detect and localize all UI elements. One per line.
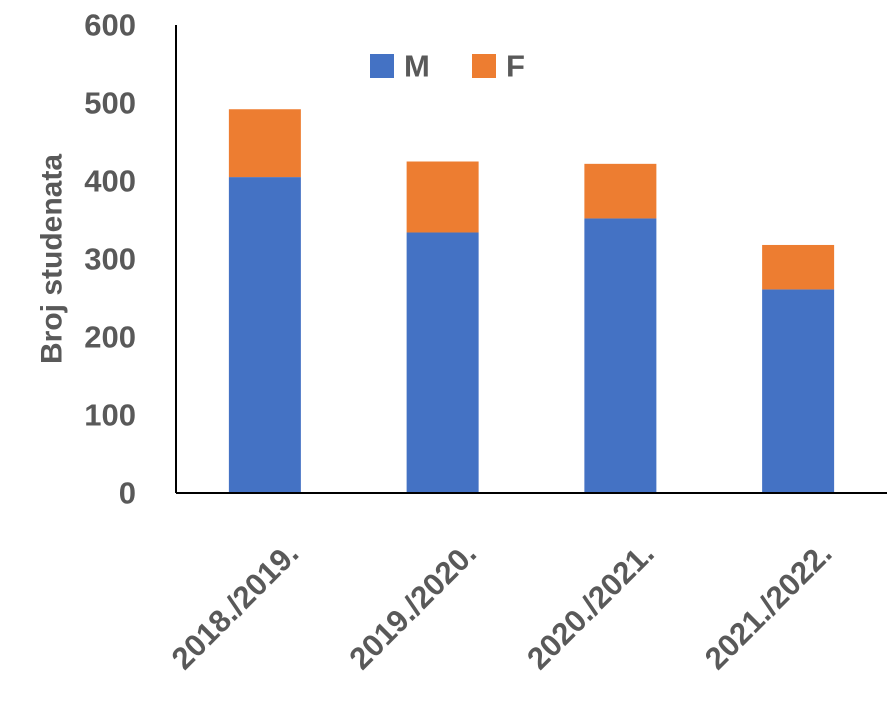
y-tick-label: 100 <box>84 398 136 433</box>
bar-m-1 <box>406 232 479 494</box>
x-axis-ticks: 2018./2019. 2019./2020. 2020./2021. 2021./2… <box>165 536 839 677</box>
y-tick-label: 500 <box>84 86 136 121</box>
y-tick-label: 600 <box>84 8 136 43</box>
bars-layer <box>228 109 835 494</box>
bar-f-2 <box>584 163 657 219</box>
bar-f-3 <box>762 244 835 290</box>
x-tick-label: 2021./2022. <box>698 536 839 677</box>
x-tick-label: 2019./2020. <box>342 536 483 677</box>
legend-label-f: F <box>506 49 525 84</box>
y-tick-label: 400 <box>84 164 136 199</box>
y-tick-label: 200 <box>84 320 136 355</box>
y-axis-title: Broj studenata <box>36 154 69 364</box>
legend-swatch-f <box>472 54 496 78</box>
bar-f-0 <box>228 109 301 178</box>
y-axis-ticks: 0 100 200 300 400 500 600 <box>84 8 136 511</box>
legend-swatch-m <box>370 54 394 78</box>
bar-m-2 <box>584 218 657 493</box>
bar-f-1 <box>406 161 479 233</box>
bar-m-3 <box>762 289 835 493</box>
legend-label-m: M <box>404 49 430 84</box>
bar-m-0 <box>228 177 301 493</box>
x-tick-label: 2020./2021. <box>520 536 661 677</box>
y-tick-label: 300 <box>84 242 136 277</box>
y-tick-label: 0 <box>119 476 136 511</box>
x-tick-label: 2018./2019. <box>165 536 306 677</box>
